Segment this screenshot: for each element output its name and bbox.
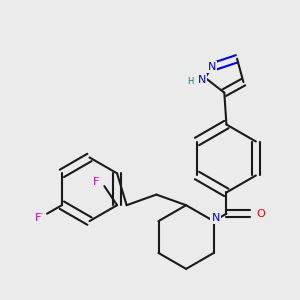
Text: N: N — [198, 75, 206, 85]
Text: N: N — [207, 62, 216, 72]
Text: F: F — [35, 213, 42, 223]
Text: F: F — [93, 177, 99, 187]
Text: N: N — [212, 213, 220, 223]
Text: O: O — [256, 209, 265, 219]
Text: H: H — [187, 76, 194, 85]
